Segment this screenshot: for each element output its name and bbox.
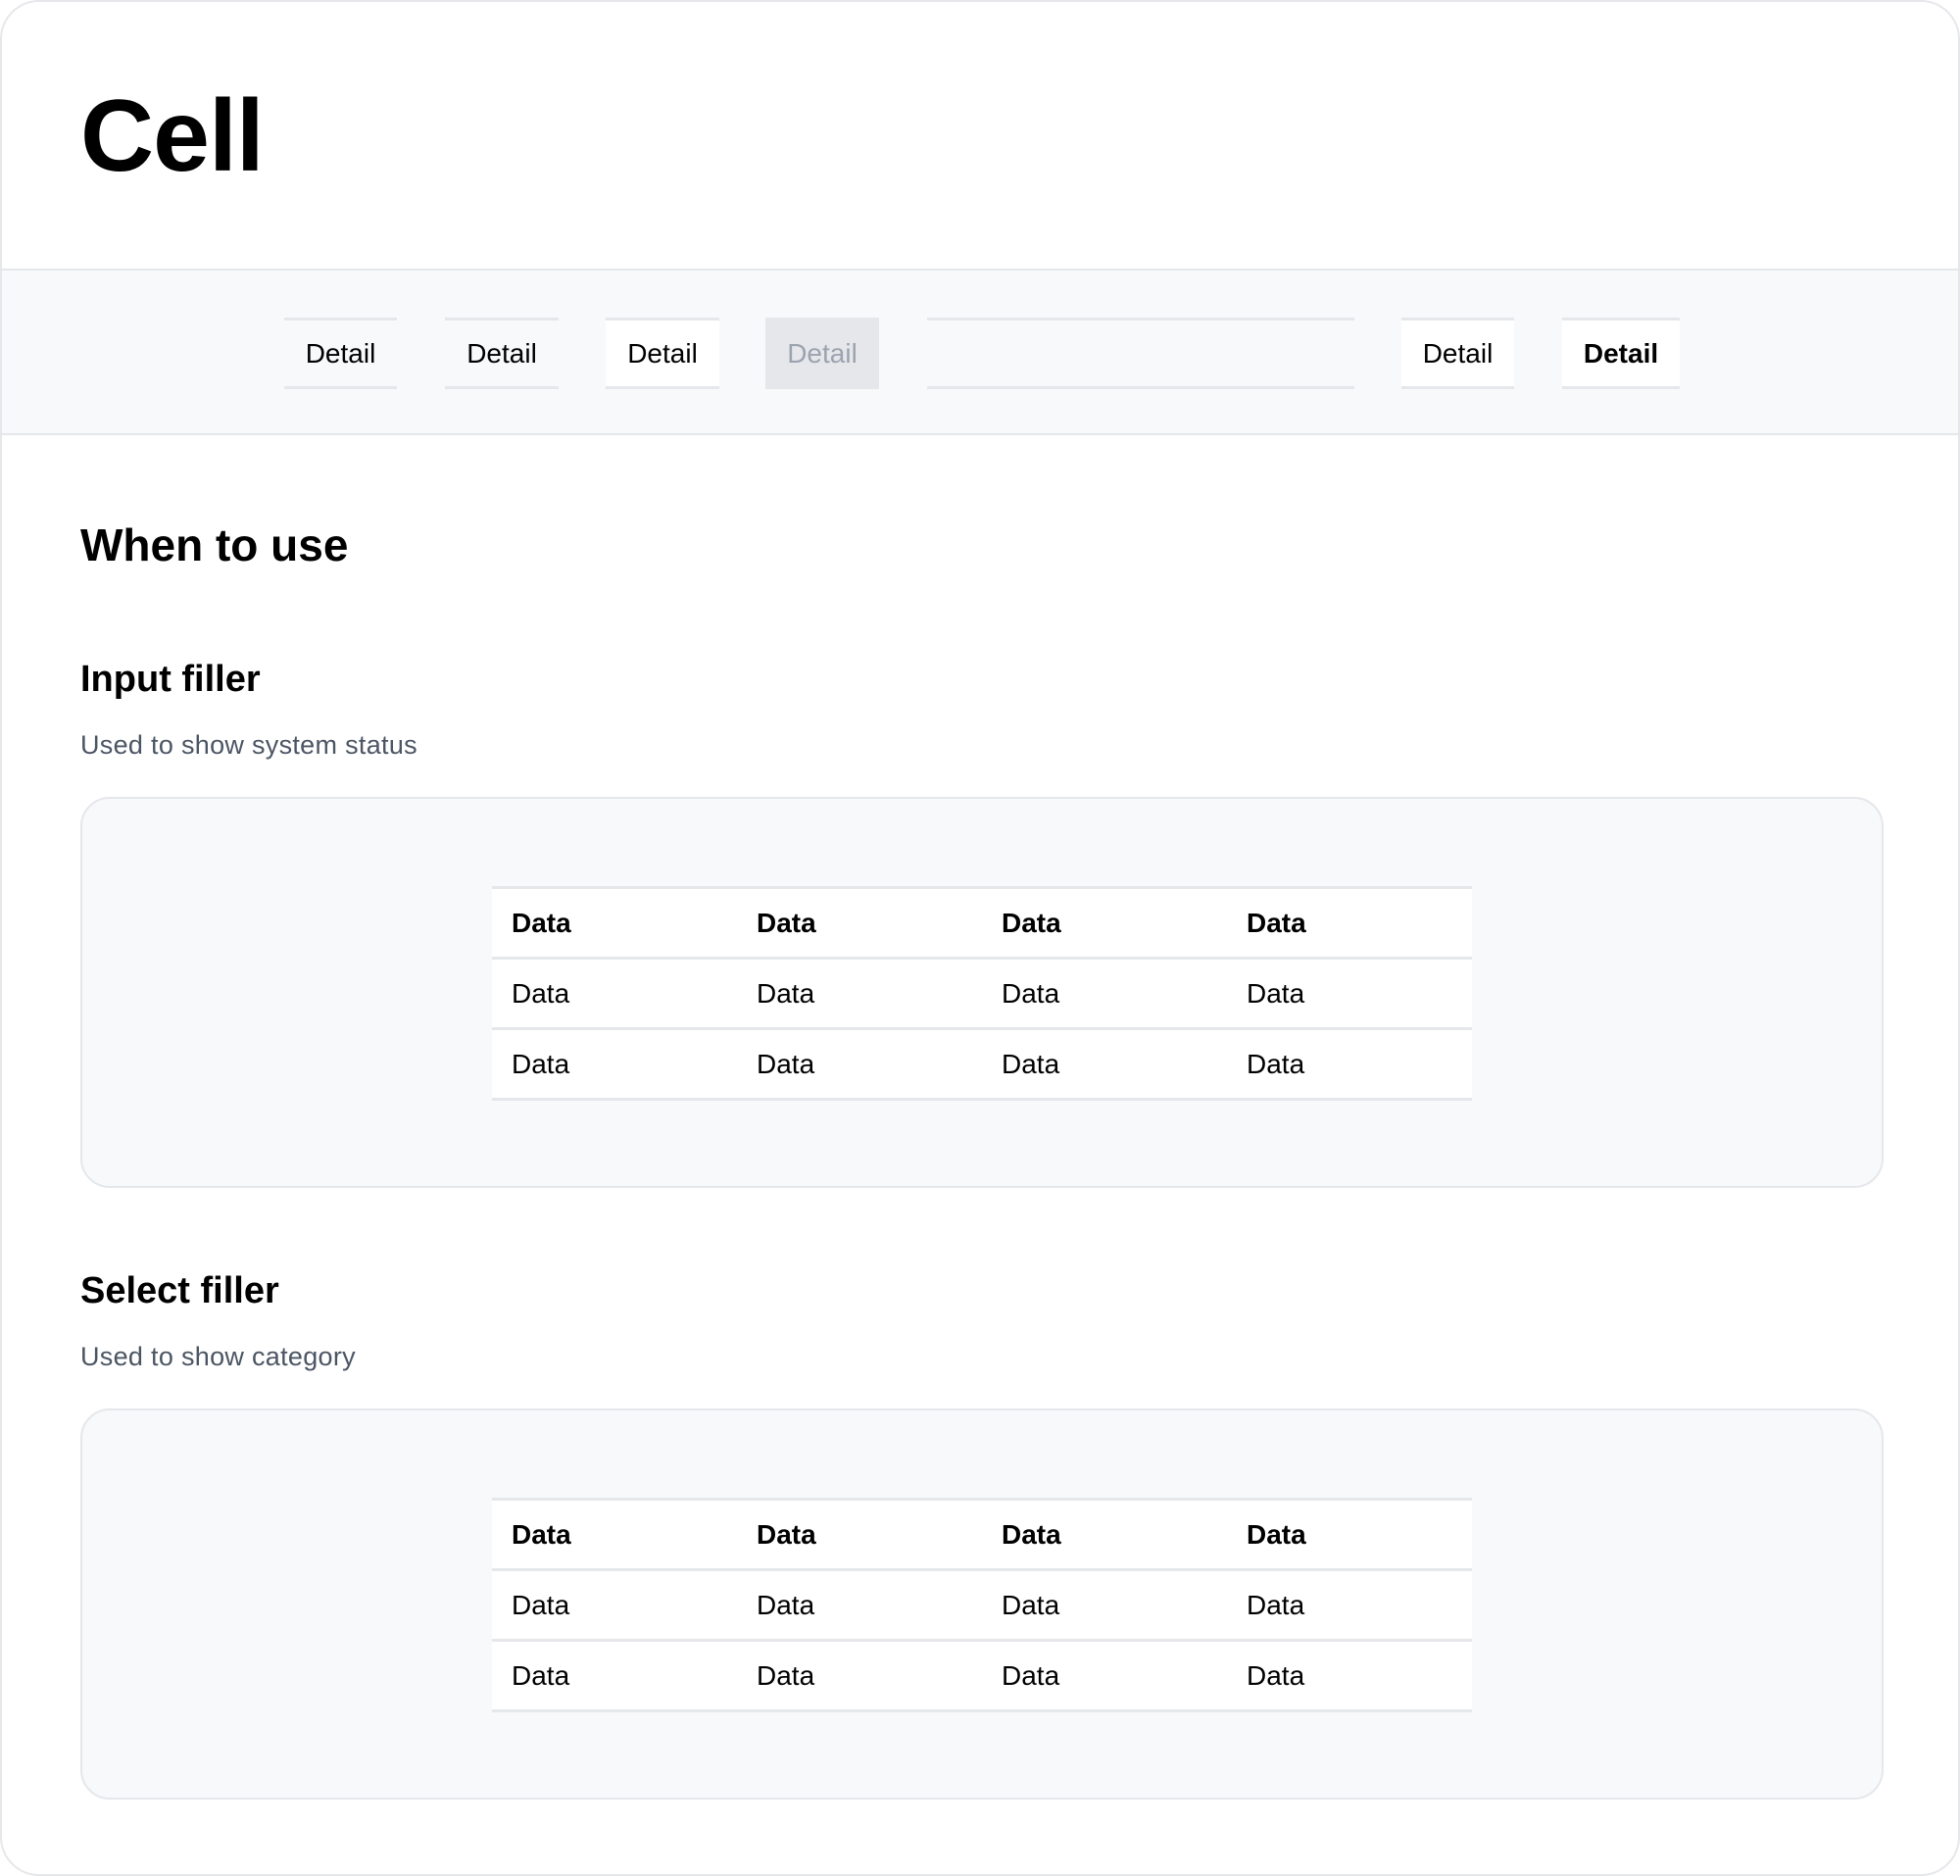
table-header-cell: Data: [1227, 1498, 1472, 1571]
table-cell: Data: [492, 1027, 737, 1101]
example-title: Input filler: [80, 659, 261, 700]
table-cell: Data: [737, 1639, 982, 1712]
table-header-cell: Data: [492, 1498, 737, 1571]
table-cell: Data: [1227, 1568, 1472, 1642]
table-cell: Data: [982, 1568, 1227, 1642]
table-row: Data Data Data Data: [492, 1639, 1472, 1712]
example-preview: Data Data Data Data Data Data Data Data …: [80, 797, 1884, 1188]
table-cell: Data: [982, 957, 1227, 1030]
table-cell: Data: [982, 1639, 1227, 1712]
table-header-cell: Data: [982, 886, 1227, 960]
cell-white[interactable]: Detail: [606, 318, 719, 389]
cell-bold[interactable]: Detail: [1562, 318, 1680, 389]
table-cell: Data: [737, 1568, 982, 1642]
data-table: Data Data Data Data Data Data Data Data …: [492, 1498, 1472, 1712]
cell-default[interactable]: Detail: [445, 318, 559, 389]
section-title: When to use: [80, 519, 349, 570]
cell-disabled: Detail: [765, 318, 879, 389]
table-cell: Data: [1227, 1639, 1472, 1712]
cell-white[interactable]: Detail: [1401, 318, 1514, 389]
table-header-cell: Data: [982, 1498, 1227, 1571]
example-title: Select filler: [80, 1270, 279, 1311]
table-cell: Data: [737, 957, 982, 1030]
cell-variants-band: Detail Detail Detail Detail Detail Detai…: [2, 269, 1958, 435]
page-title: Cell: [80, 79, 265, 193]
table-header-cell: Data: [492, 886, 737, 960]
example-preview: Data Data Data Data Data Data Data Data …: [80, 1408, 1884, 1800]
table-row: Data Data Data Data: [492, 1027, 1472, 1101]
table-header-row: Data Data Data Data: [492, 1498, 1472, 1571]
table-cell: Data: [1227, 1027, 1472, 1101]
cell-default[interactable]: Detail: [284, 318, 397, 389]
table-row: Data Data Data Data: [492, 957, 1472, 1030]
table-header-cell: Data: [1227, 886, 1472, 960]
data-table: Data Data Data Data Data Data Data Data …: [492, 886, 1472, 1101]
table-cell: Data: [492, 1639, 737, 1712]
table-cell: Data: [737, 1027, 982, 1101]
table-header-cell: Data: [737, 1498, 982, 1571]
table-header-row: Data Data Data Data: [492, 886, 1472, 960]
example-description: Used to show category: [80, 1342, 356, 1371]
table-cell: Data: [982, 1027, 1227, 1101]
cell-empty[interactable]: [927, 318, 1354, 389]
table-cell: Data: [492, 957, 737, 1030]
table-cell: Data: [492, 1568, 737, 1642]
table-row: Data Data Data Data: [492, 1568, 1472, 1642]
example-description: Used to show system status: [80, 730, 417, 760]
table-header-cell: Data: [737, 886, 982, 960]
table-cell: Data: [1227, 957, 1472, 1030]
